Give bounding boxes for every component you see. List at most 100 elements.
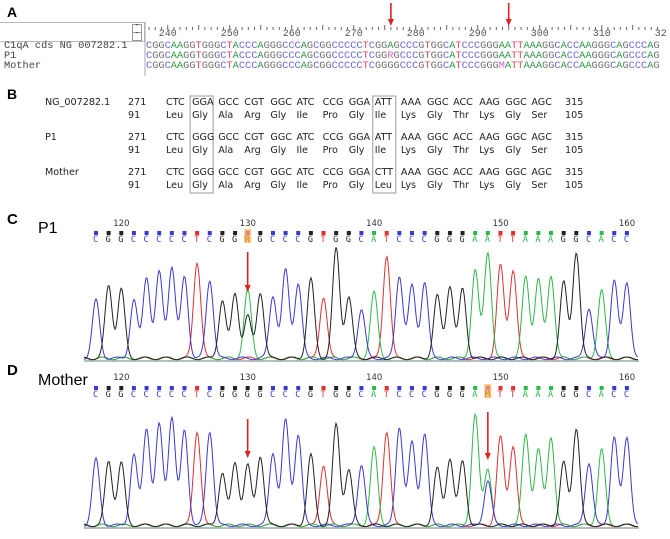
base: C <box>566 50 573 62</box>
codon: ATC <box>296 97 315 108</box>
amino-acid: Gly <box>192 110 208 121</box>
base: C <box>251 60 258 72</box>
base: G <box>486 60 493 72</box>
ruler-tick-label: 300 <box>530 29 549 40</box>
base: G <box>418 60 425 72</box>
base-call: C <box>168 390 174 400</box>
base: G <box>387 60 394 72</box>
nt-start: 271 <box>128 132 147 143</box>
base: G <box>374 60 382 72</box>
base: C <box>288 50 295 62</box>
base: A <box>232 50 239 62</box>
quality-square <box>94 386 98 390</box>
base-call: T <box>510 235 516 245</box>
group-name: NG_007282.1 <box>45 97 111 108</box>
base: T <box>226 40 233 52</box>
base-call: G <box>345 235 351 245</box>
amino-acid: Gly <box>505 145 522 156</box>
arrow-head-icon <box>484 453 491 460</box>
base: C <box>356 60 363 72</box>
base: G <box>207 50 215 62</box>
position-tick: 160 <box>618 373 636 383</box>
base: G <box>548 60 555 72</box>
base-call: G <box>434 235 440 245</box>
base: C <box>245 60 252 72</box>
base: A <box>523 60 530 72</box>
base: C <box>350 40 357 52</box>
trace-C <box>83 265 639 361</box>
quality-square <box>586 231 591 235</box>
base: T <box>511 60 518 72</box>
base: G <box>542 50 549 62</box>
quality-square <box>586 386 591 390</box>
base: G <box>436 60 443 72</box>
base: G <box>486 50 493 62</box>
base: C <box>566 40 573 52</box>
base: A <box>535 40 542 52</box>
amino-acid: Gly <box>192 145 208 156</box>
quality-square <box>624 386 629 390</box>
base: T <box>362 40 369 52</box>
quality-square <box>549 386 554 390</box>
codon: CTC <box>166 132 185 143</box>
quality-square <box>182 386 187 390</box>
amino-acid: Ile <box>374 110 387 121</box>
ruler-tick-label: 260 <box>282 29 301 40</box>
ruler-tick-label: 270 <box>344 29 363 40</box>
quality-square <box>334 386 339 390</box>
quality-square <box>485 386 490 390</box>
base-call: C <box>181 390 187 400</box>
base: C <box>628 60 635 72</box>
quality-square <box>195 231 200 235</box>
quality-square <box>384 231 389 235</box>
base: T <box>517 60 524 72</box>
base-call: T <box>320 390 326 400</box>
aa-end: 105 <box>565 180 584 191</box>
base: C <box>467 50 474 62</box>
base: A <box>176 50 184 62</box>
base: G <box>183 40 190 52</box>
quality-square <box>498 231 503 235</box>
highlight-box <box>372 95 397 194</box>
base: C <box>294 40 301 52</box>
panel-b-label: B <box>7 86 18 102</box>
quality-square <box>296 386 301 390</box>
quality-square <box>207 386 212 390</box>
codon: AGC <box>531 167 552 178</box>
quality-square <box>119 231 124 235</box>
amino-acid: Ser <box>531 110 548 121</box>
base-call: G <box>105 390 111 400</box>
codon: CTC <box>166 97 185 108</box>
quality-square <box>372 386 377 390</box>
nt-end: 315 <box>565 167 584 178</box>
base: G <box>430 50 437 62</box>
base: G <box>306 40 314 52</box>
scroll-down-icon[interactable]: ˅ <box>132 32 142 41</box>
codon: GCC <box>218 167 240 178</box>
quality-square <box>523 386 528 390</box>
base: A <box>300 40 307 52</box>
panel-c-sample: P1 <box>38 220 58 237</box>
base: A <box>560 40 567 52</box>
base-call: G <box>244 390 250 400</box>
base: C <box>473 40 481 52</box>
base: T <box>195 60 202 72</box>
base: C <box>331 50 338 62</box>
base: A <box>449 50 456 62</box>
base: C <box>634 40 641 52</box>
base: C <box>641 50 648 62</box>
quality-square <box>157 386 162 390</box>
panel-c-label: C <box>7 211 18 228</box>
base: C <box>146 40 153 52</box>
group-name: P1 <box>45 132 57 143</box>
base: C <box>368 40 375 52</box>
base: G <box>591 60 598 72</box>
base: G <box>263 40 270 52</box>
base: C <box>313 40 320 52</box>
base: T <box>455 50 462 62</box>
sequence-row: CGGCAAGGTGGGCTACCCAGGGCCCAGCGGCCCCCTCGGR… <box>146 50 660 62</box>
base: C <box>473 60 481 72</box>
nt-start: 271 <box>128 97 147 108</box>
base: G <box>622 60 629 72</box>
quality-square <box>207 231 212 235</box>
